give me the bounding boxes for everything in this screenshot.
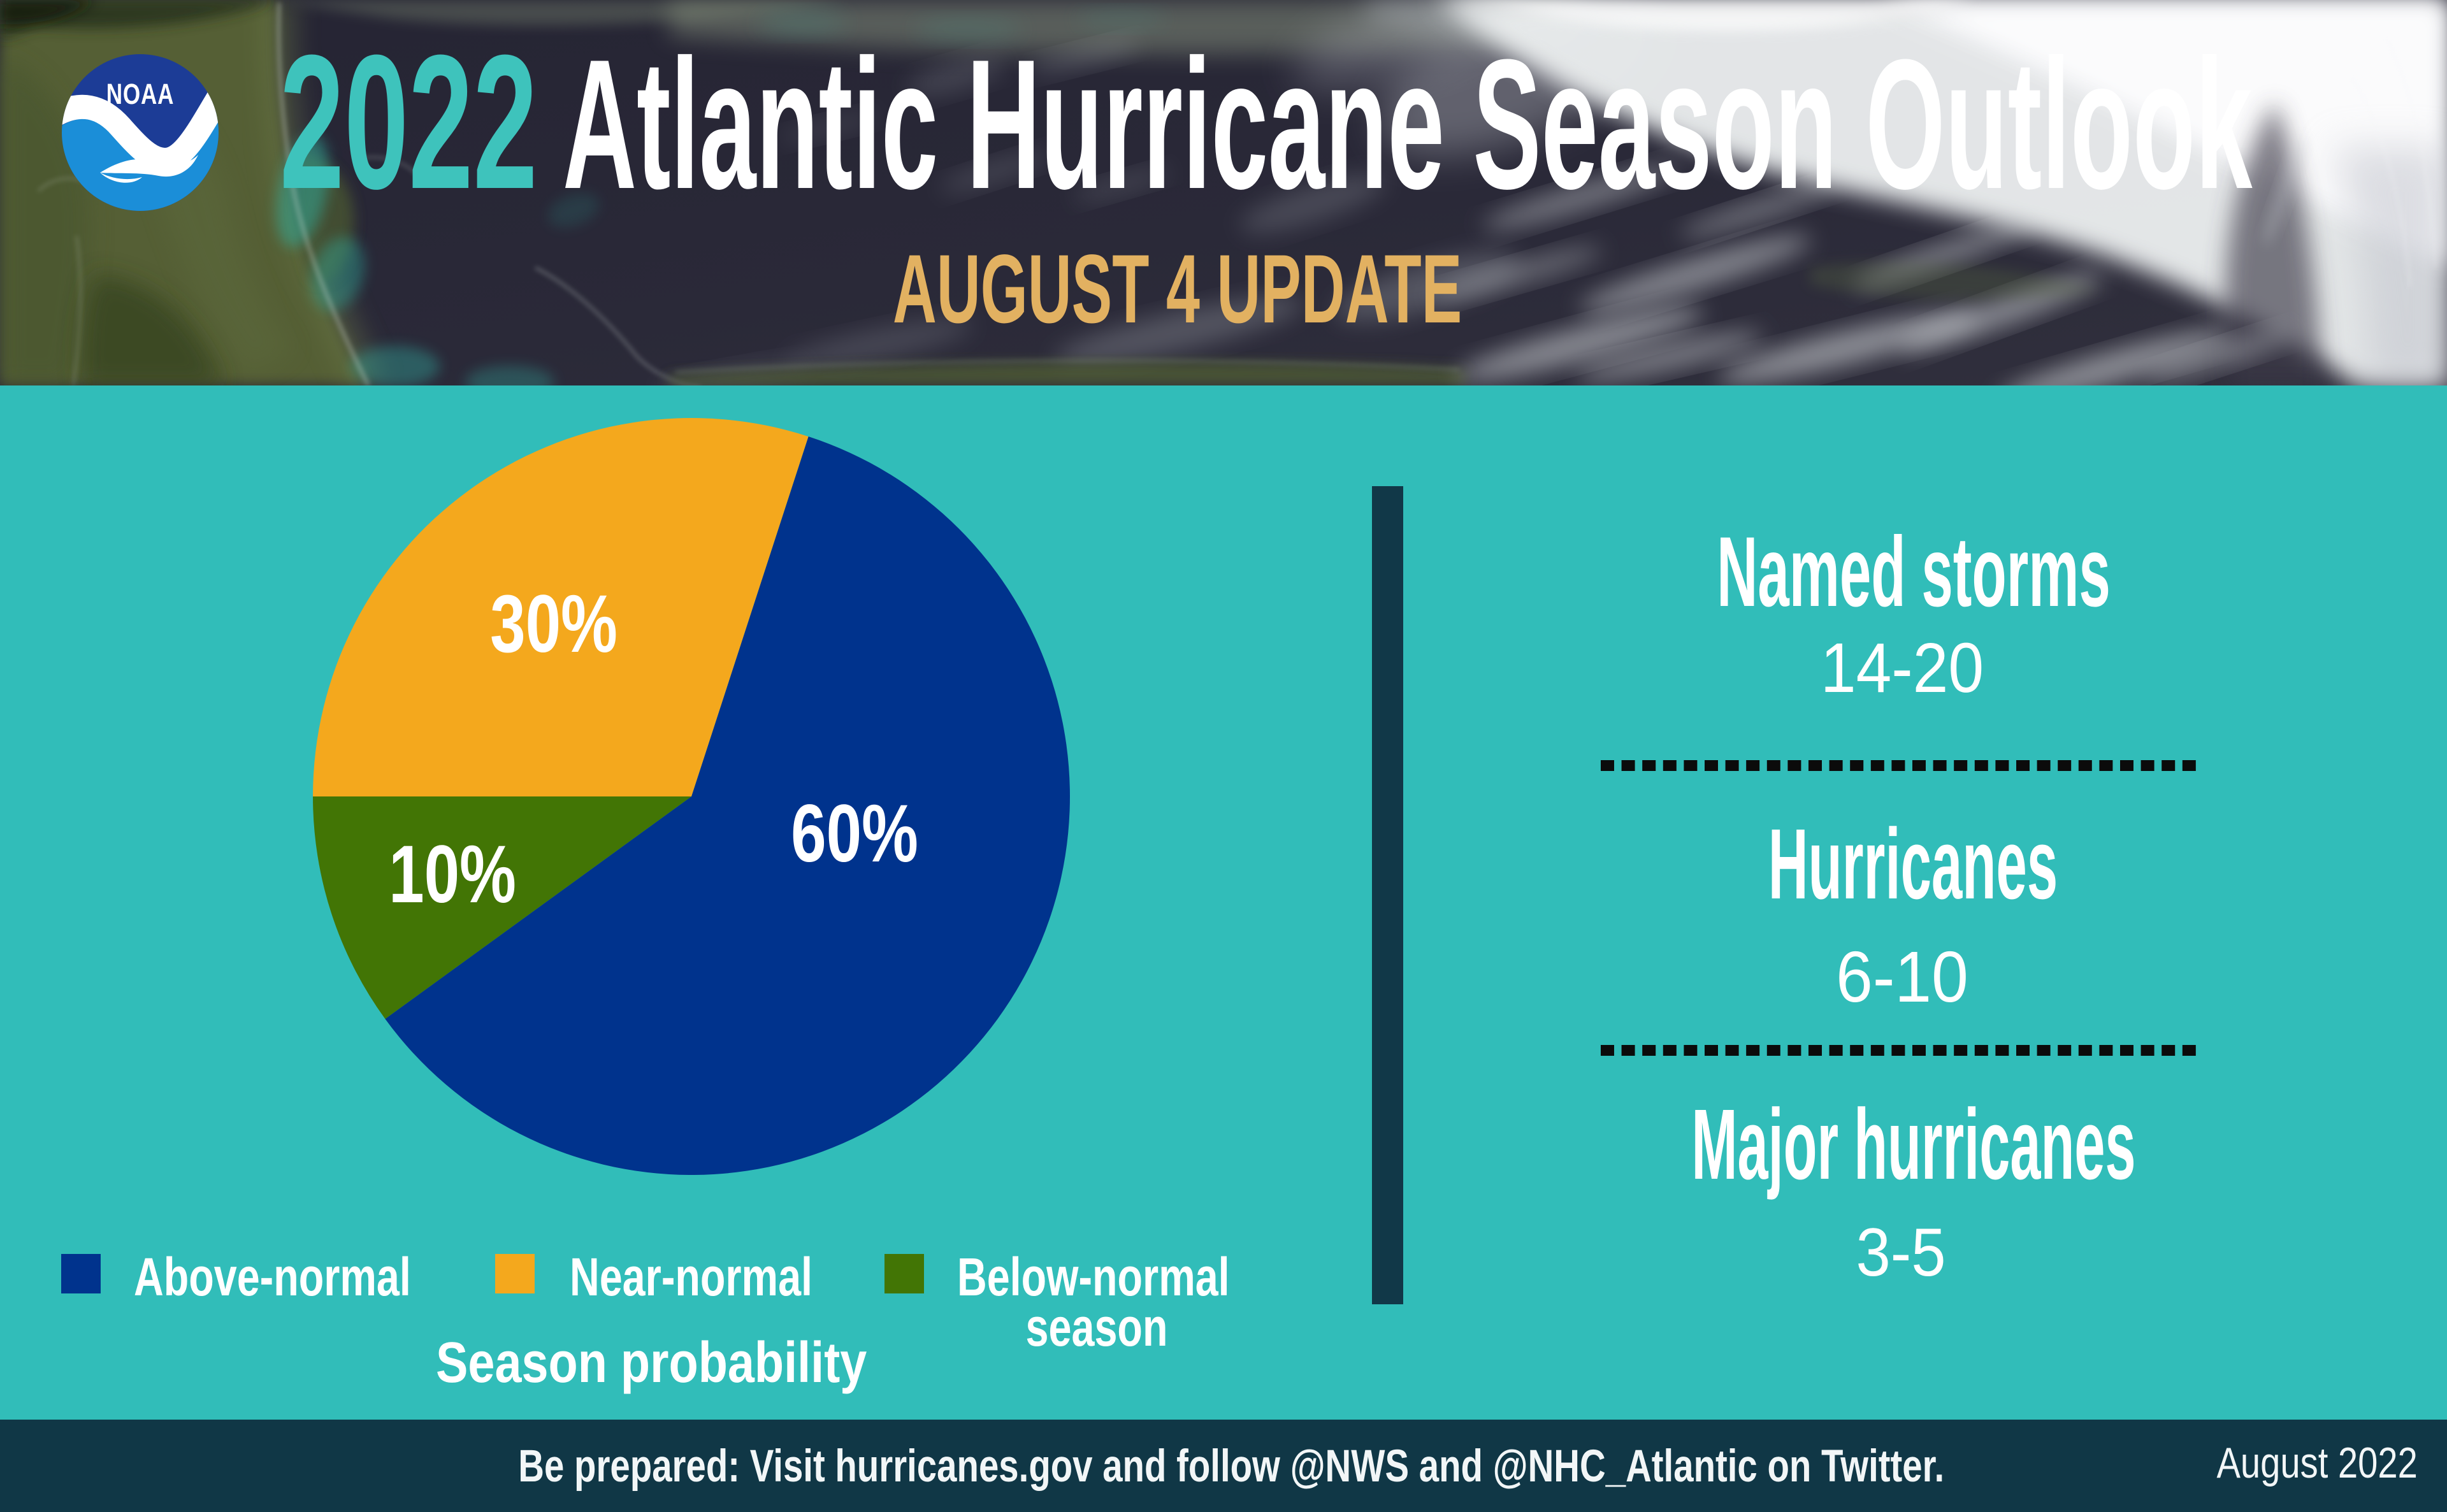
svg-text:NOAA: NOAA bbox=[106, 78, 174, 110]
